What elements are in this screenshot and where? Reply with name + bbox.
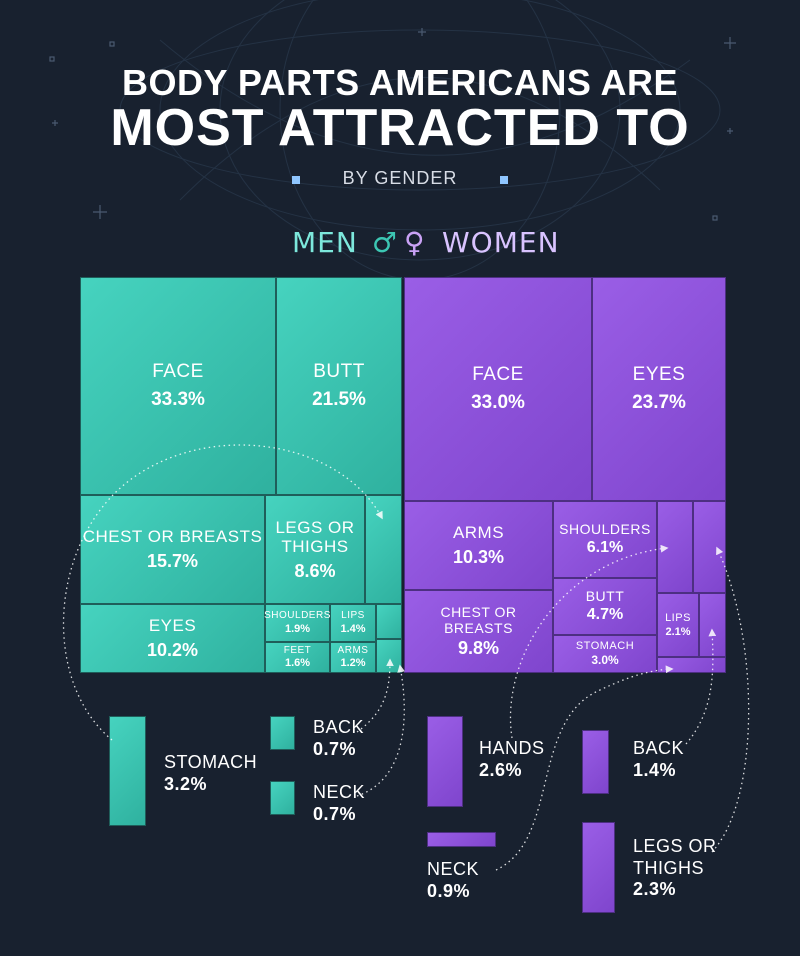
cell-value: 4.7% bbox=[586, 606, 624, 624]
cell-value: 6.1% bbox=[586, 539, 624, 557]
treemap-cell-women-arms: ARMS 10.3% bbox=[404, 501, 553, 590]
arrow-men-neck bbox=[356, 664, 405, 797]
treemap-cell-women-shoulders: SHOULDERS 6.1% bbox=[553, 501, 657, 578]
callout-women-back: BACK 1.4% bbox=[633, 738, 684, 781]
callout-value: 2.3% bbox=[633, 879, 677, 900]
cell-label: LIPS bbox=[341, 610, 365, 622]
cell-value: 8.6% bbox=[294, 560, 336, 581]
cell-value: 9.8% bbox=[457, 638, 500, 659]
legend-men: MEN bbox=[292, 226, 358, 259]
cell-value: 15.7% bbox=[146, 550, 199, 571]
treemap-cell-men-chest-or-breasts: CHEST OR BREASTS 15.7% bbox=[80, 495, 265, 604]
cell-value: 33.0% bbox=[471, 392, 525, 413]
treemap-cell-men-butt: BUTT 21.5% bbox=[276, 277, 402, 495]
treemap-cell-men-eyes: EYES 10.2% bbox=[80, 604, 265, 673]
callout-men-neck: NECK 0.7% bbox=[313, 782, 365, 825]
male-symbol-icon: ♂ bbox=[372, 226, 399, 259]
treemap-cell-women-legs-or-thighs bbox=[693, 501, 726, 593]
treemap-cell-men-stomach bbox=[365, 495, 402, 604]
cell-label: ARMS bbox=[452, 523, 505, 543]
cell-label: CHEST OR BREASTS bbox=[82, 527, 263, 547]
cell-value: 3.0% bbox=[591, 652, 619, 667]
cell-label: ARMS bbox=[337, 644, 369, 656]
cell-label: LEGS OR THIGHS bbox=[275, 517, 355, 557]
treemap-cell-women-neck bbox=[657, 657, 726, 673]
callout-women-hands: HANDS 2.6% bbox=[479, 738, 545, 781]
treemap-cell-men-neck bbox=[376, 639, 402, 673]
cell-label: CHEST OR BREASTS bbox=[440, 604, 517, 637]
callout-label: LEGS OR THIGHS bbox=[633, 836, 717, 878]
cell-value: 1.2% bbox=[340, 657, 366, 670]
treemap-cell-women-chest-or-breasts: CHEST OR BREASTS 9.8% bbox=[404, 590, 553, 673]
callout-swatch-women-neck bbox=[427, 832, 496, 847]
cell-value: 10.3% bbox=[452, 546, 505, 567]
callout-label: STOMACH bbox=[164, 752, 258, 772]
cell-label: BUTT bbox=[313, 361, 365, 383]
treemap-cell-men-arms: ARMS 1.2% bbox=[330, 642, 376, 673]
cell-value: 10.2% bbox=[146, 639, 199, 660]
callout-swatch-women-hands bbox=[427, 716, 463, 807]
callout-label: BACK bbox=[313, 717, 365, 737]
cell-label: SHOULDERS bbox=[264, 610, 331, 622]
callout-label: NECK bbox=[427, 859, 480, 879]
callout-value: 0.9% bbox=[427, 880, 471, 901]
chart-title-line2: MOST ATTRACTED TO bbox=[110, 99, 690, 157]
callout-value: 0.7% bbox=[313, 738, 357, 759]
treemap-cell-men-back bbox=[376, 604, 402, 639]
callout-value: 3.2% bbox=[164, 773, 208, 794]
cell-label: SHOULDERS bbox=[559, 521, 651, 538]
treemap-cell-men-shoulders: SHOULDERS 1.9% bbox=[264, 604, 331, 642]
treemap-cell-women-hands bbox=[657, 501, 693, 593]
callout-swatch-men-back bbox=[270, 716, 295, 750]
cell-label: BUTT bbox=[585, 588, 625, 605]
subtitle-left-square-icon bbox=[292, 176, 300, 184]
female-symbol-icon: ♀ bbox=[404, 226, 426, 259]
cell-value: 1.6% bbox=[284, 657, 311, 670]
cell-value: 2.1% bbox=[665, 625, 691, 638]
callout-swatch-women-back bbox=[582, 730, 609, 794]
background-decoration bbox=[49, 0, 736, 281]
callout-label: HANDS bbox=[479, 738, 545, 758]
cell-label: FEET bbox=[283, 644, 312, 656]
cell-label: STOMACH bbox=[575, 640, 635, 653]
callout-women-neck: NECK 0.9% bbox=[427, 859, 479, 902]
callout-men-stomach: STOMACH 3.2% bbox=[164, 752, 257, 795]
cell-label: LIPS bbox=[665, 611, 691, 624]
treemap-cell-women-back bbox=[699, 593, 726, 657]
callout-swatch-women-legs-or-thighs bbox=[582, 822, 615, 913]
callout-value: 0.7% bbox=[313, 803, 357, 824]
callout-swatch-men-neck bbox=[270, 781, 295, 815]
callout-value: 2.6% bbox=[479, 759, 523, 780]
treemap-cell-men-lips: LIPS 1.4% bbox=[330, 604, 376, 642]
cell-label: FACE bbox=[152, 361, 204, 383]
chart-title-line1: BODY PARTS AMERICANS ARE bbox=[121, 62, 679, 103]
cell-value: 1.9% bbox=[284, 622, 311, 635]
treemap-cell-men-legs-or-thighs: LEGS OR THIGHS 8.6% bbox=[265, 495, 365, 604]
legend-women: WOMEN bbox=[442, 226, 560, 259]
cell-value: 33.3% bbox=[151, 389, 205, 410]
treemap-cell-women-eyes: EYES 23.7% bbox=[592, 277, 726, 501]
treemap-cell-women-butt: BUTT 4.7% bbox=[553, 578, 657, 635]
cell-value: 1.4% bbox=[340, 622, 366, 635]
treemap-cell-women-face: FACE 33.0% bbox=[404, 277, 592, 501]
cell-value: 21.5% bbox=[312, 389, 366, 410]
callout-label: BACK bbox=[633, 738, 685, 758]
cell-value: 23.7% bbox=[632, 392, 686, 413]
cell-label: EYES bbox=[148, 616, 197, 636]
treemap-cell-men-face: FACE 33.3% bbox=[80, 277, 276, 495]
chart-subtitle: BY GENDER bbox=[342, 168, 458, 188]
treemap-cell-men-feet: FEET 1.6% bbox=[265, 642, 330, 673]
callout-men-back: BACK 0.7% bbox=[313, 717, 364, 760]
callout-women-legs-or-thighs: LEGS OR THIGHS 2.3% bbox=[633, 836, 723, 901]
treemap-cell-women-stomach: STOMACH 3.0% bbox=[553, 635, 657, 673]
cell-label: EYES bbox=[632, 364, 686, 386]
cell-label: FACE bbox=[472, 364, 524, 386]
callout-label: NECK bbox=[313, 782, 366, 802]
callout-swatch-men-stomach bbox=[109, 716, 146, 826]
subtitle-right-square-icon bbox=[500, 176, 508, 184]
callout-value: 1.4% bbox=[633, 759, 677, 780]
treemap-cell-women-lips: LIPS 2.1% bbox=[657, 593, 699, 657]
